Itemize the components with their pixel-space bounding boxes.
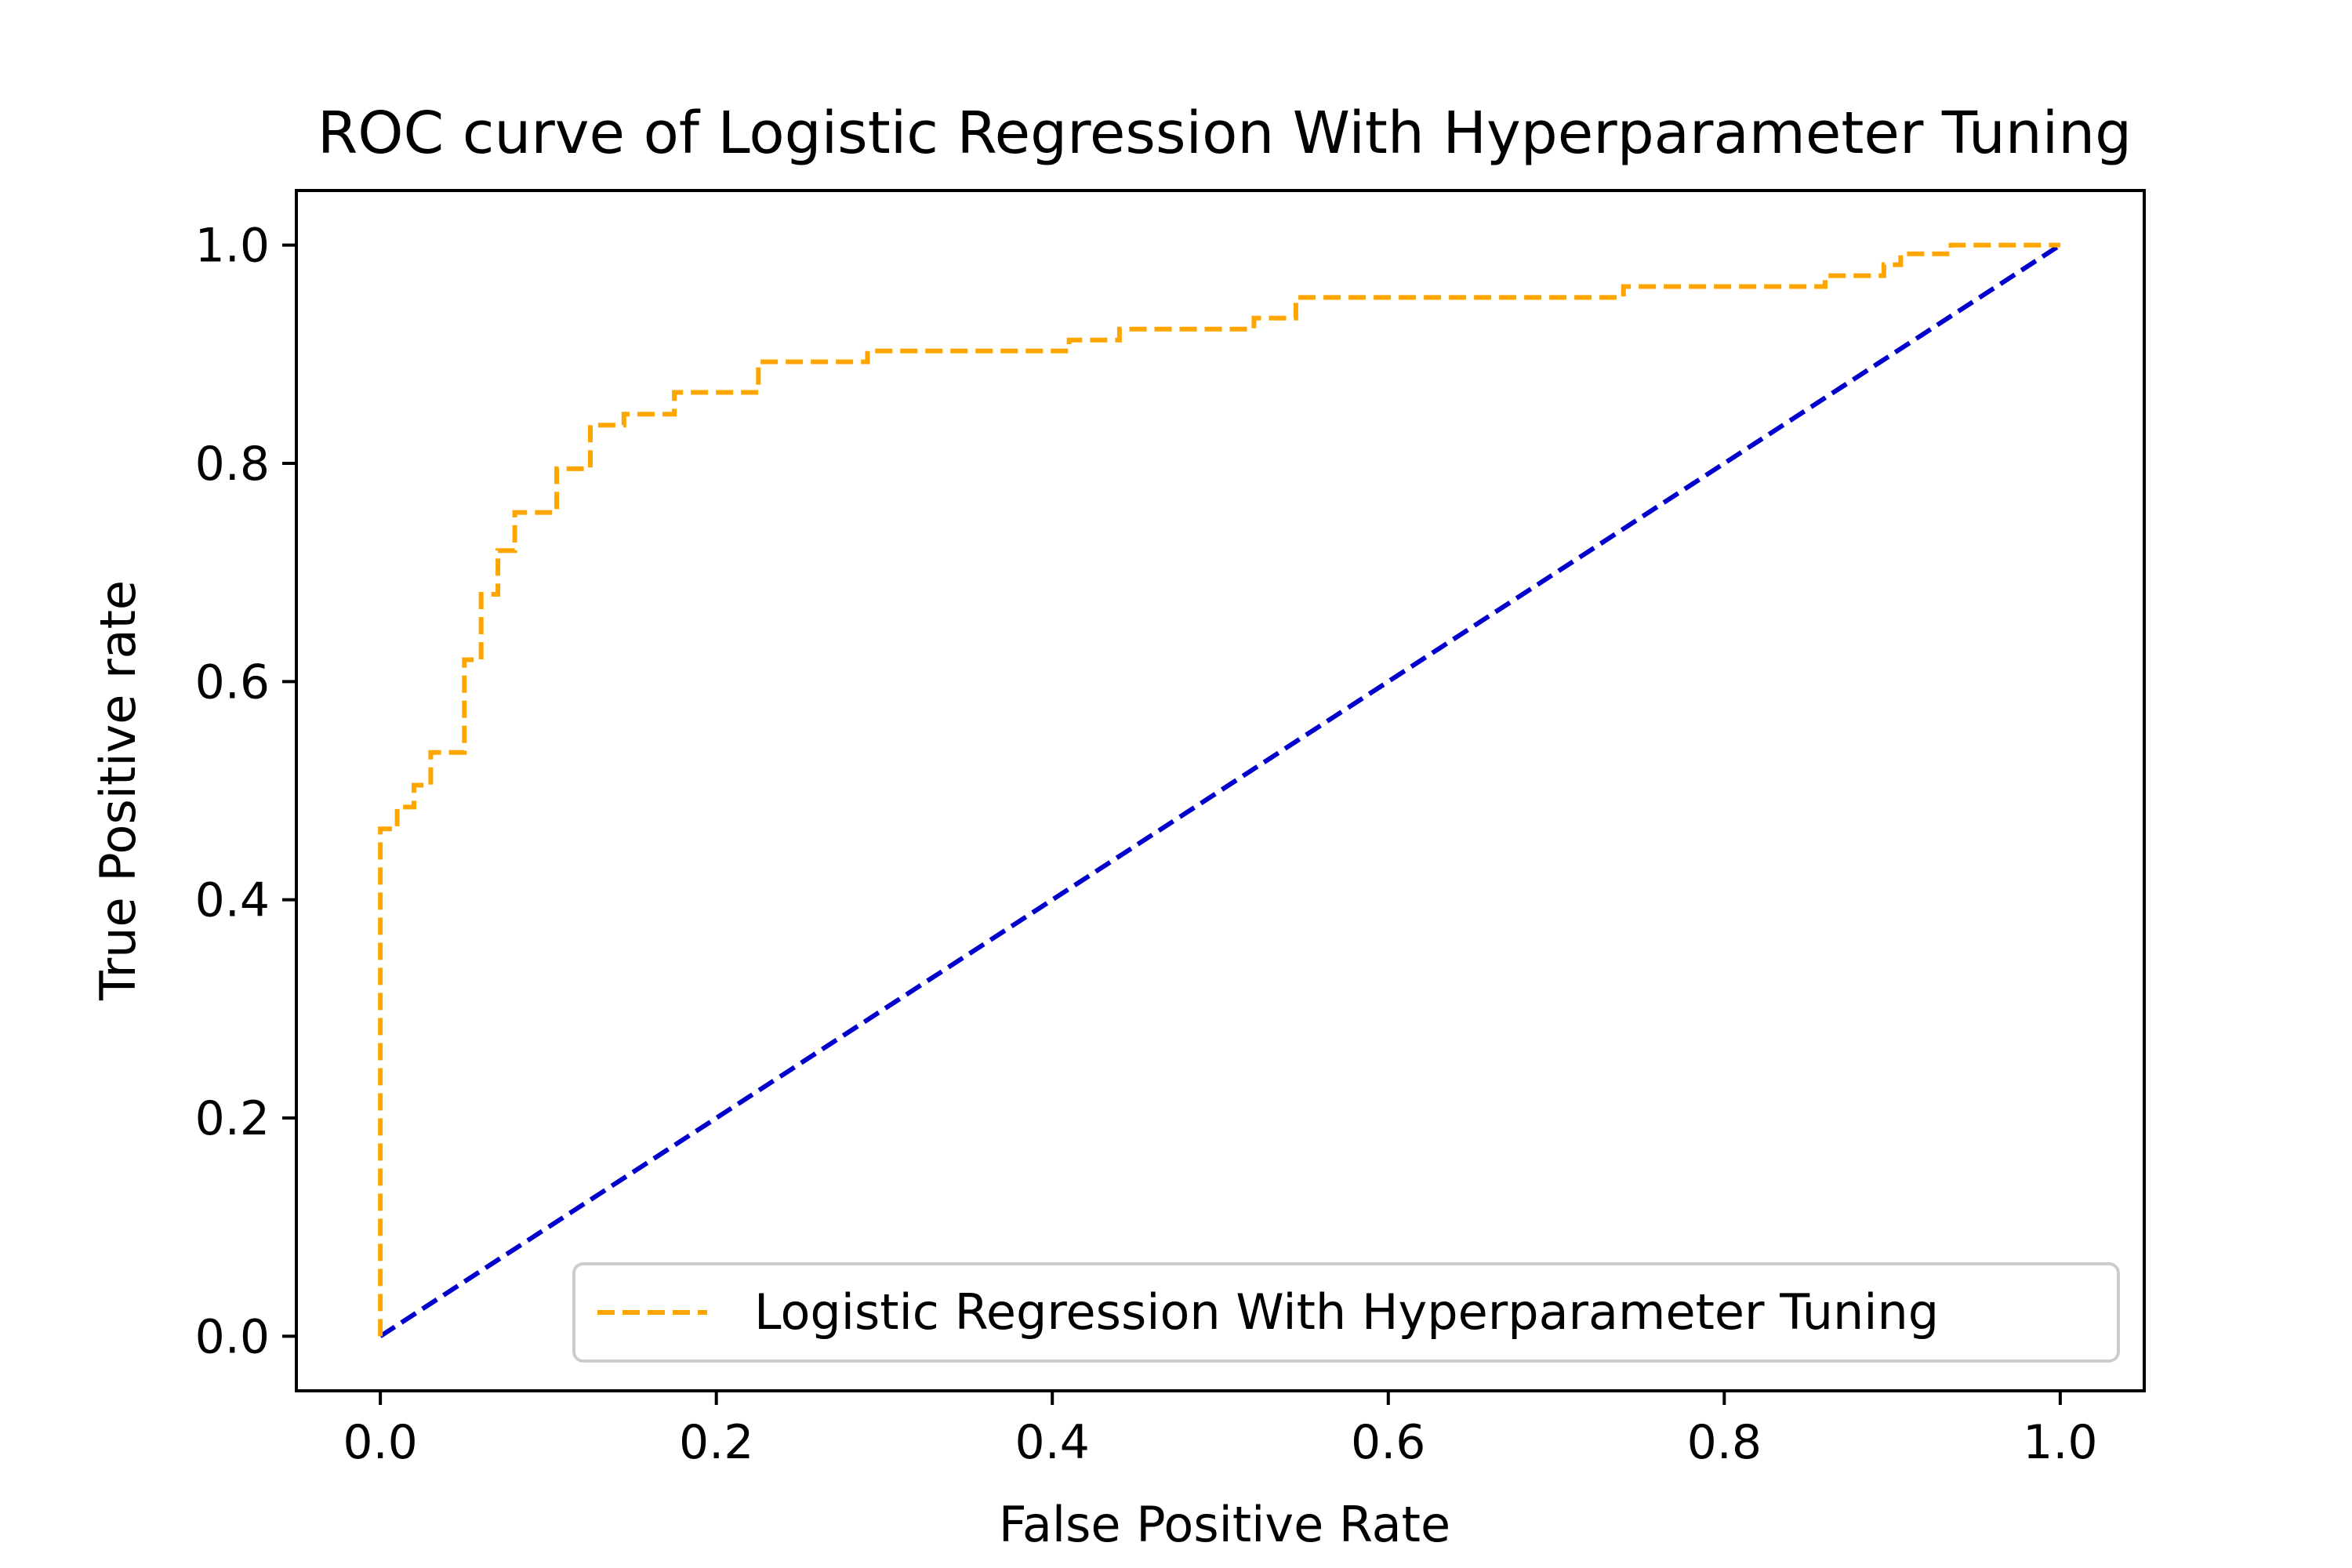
y-axis-label: True Positive rate [89,580,147,1001]
plot-area [295,189,2146,1392]
x-tick-label: 1.0 [2023,1415,2097,1470]
legend: Logistic Regression With Hyperparameter … [572,1262,2120,1363]
x-tick-label: 0.6 [1351,1415,1425,1470]
x-tick-label: 0.8 [1687,1415,1762,1470]
x-axis-label: False Positive Rate [999,1496,1450,1553]
y-tick-label: 1.0 [195,219,270,274]
y-tick-label: 0.8 [195,437,270,492]
y-tick-label: 0.6 [195,655,270,710]
y-tick-label: 0.4 [195,873,270,928]
legend-label-roc: Logistic Regression With Hyperparameter … [754,1283,1939,1341]
legend-box [572,1262,2120,1363]
series-line-diagonal [379,243,2062,1338]
series-layer [378,242,2062,1338]
x-tick-label: 0.4 [1015,1415,1090,1470]
x-tick-label: 0.2 [679,1415,753,1470]
chart-title: ROC curve of Logistic Regression With Hy… [318,100,2132,167]
y-axis-ticks: 0.0 0.2 0.4 0.6 0.8 1.0 [195,219,296,1364]
series-line-roc [378,242,2060,1337]
x-tick-label: 0.0 [343,1415,417,1470]
axes-frame [295,189,2146,1392]
x-axis-ticks: 0.0 0.2 0.4 0.6 0.8 1.0 [343,1391,2098,1470]
y-tick-label: 0.2 [195,1091,270,1146]
y-tick-label: 0.0 [195,1309,270,1364]
